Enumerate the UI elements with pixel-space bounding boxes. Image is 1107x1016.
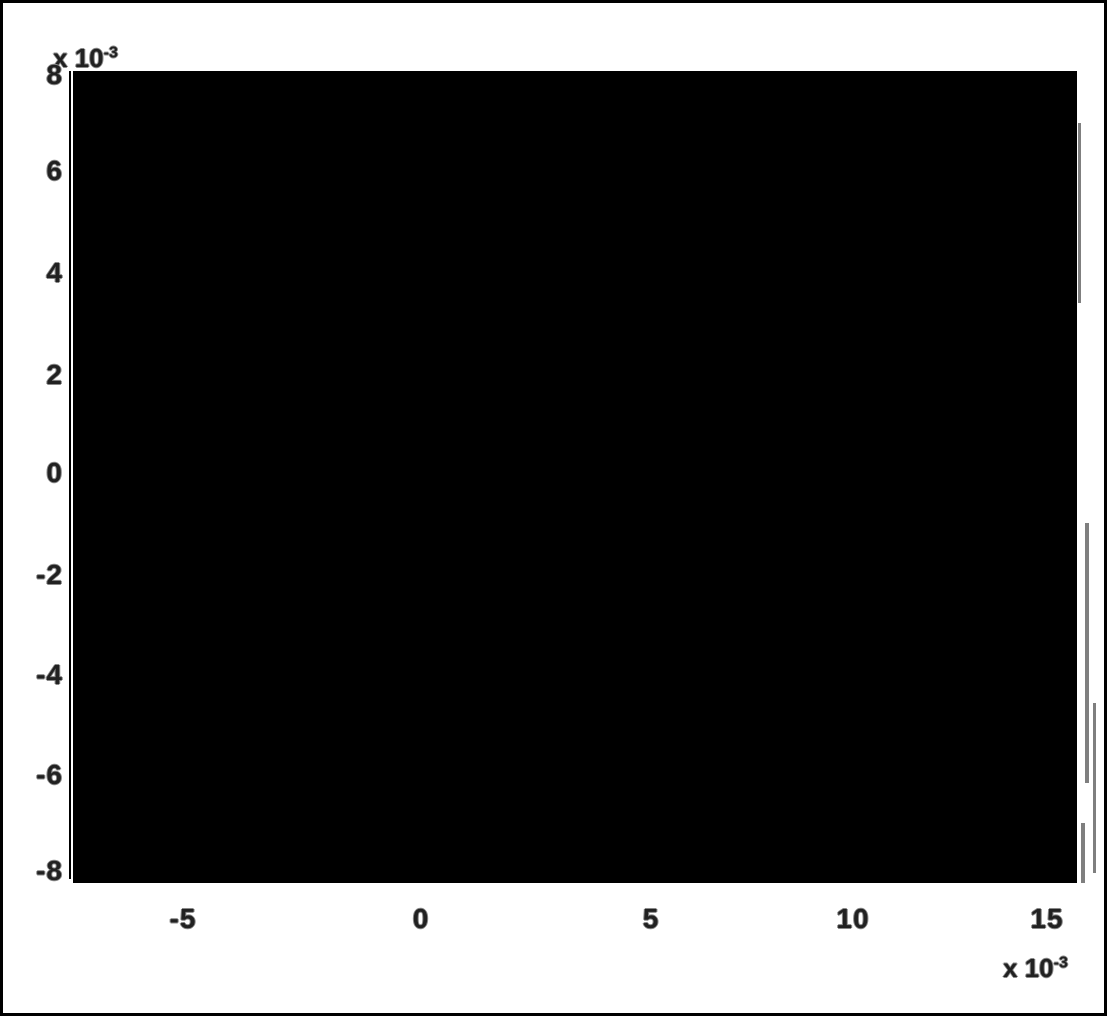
x-tick-label: 0 — [391, 903, 451, 935]
scan-artifact — [1078, 123, 1081, 303]
y-tick-label: -8 — [11, 855, 63, 887]
x-tick-label: -5 — [153, 903, 213, 935]
y-tick-label: -4 — [11, 659, 63, 691]
y-tick-label: 6 — [11, 155, 63, 187]
scan-artifact — [1085, 523, 1089, 783]
scan-artifact — [1081, 823, 1085, 883]
y-tick-label: -2 — [11, 559, 63, 591]
y-exp-power: -3 — [104, 44, 118, 61]
y-tick-label: 4 — [11, 257, 63, 289]
x-tick-label: 10 — [823, 903, 883, 935]
x-tick-label: 5 — [621, 903, 681, 935]
x-exp-base: x 10 — [1003, 953, 1054, 983]
y-axis-line — [69, 71, 71, 879]
x-axis-exponent: x 10-3 — [1003, 953, 1068, 984]
y-tick-label: -6 — [11, 759, 63, 791]
x-tick-label: 15 — [1017, 903, 1077, 935]
y-tick-label: 2 — [11, 359, 63, 391]
y-tick-label: 0 — [11, 457, 63, 489]
figure-frame: x 10-3 86420-2-4-6-8 -5051015 x 10-3 — [0, 0, 1107, 1016]
scan-artifact — [1093, 703, 1096, 873]
y-tick-label: 8 — [11, 59, 63, 91]
x-exp-power: -3 — [1054, 954, 1068, 971]
plot-area — [73, 71, 1077, 883]
